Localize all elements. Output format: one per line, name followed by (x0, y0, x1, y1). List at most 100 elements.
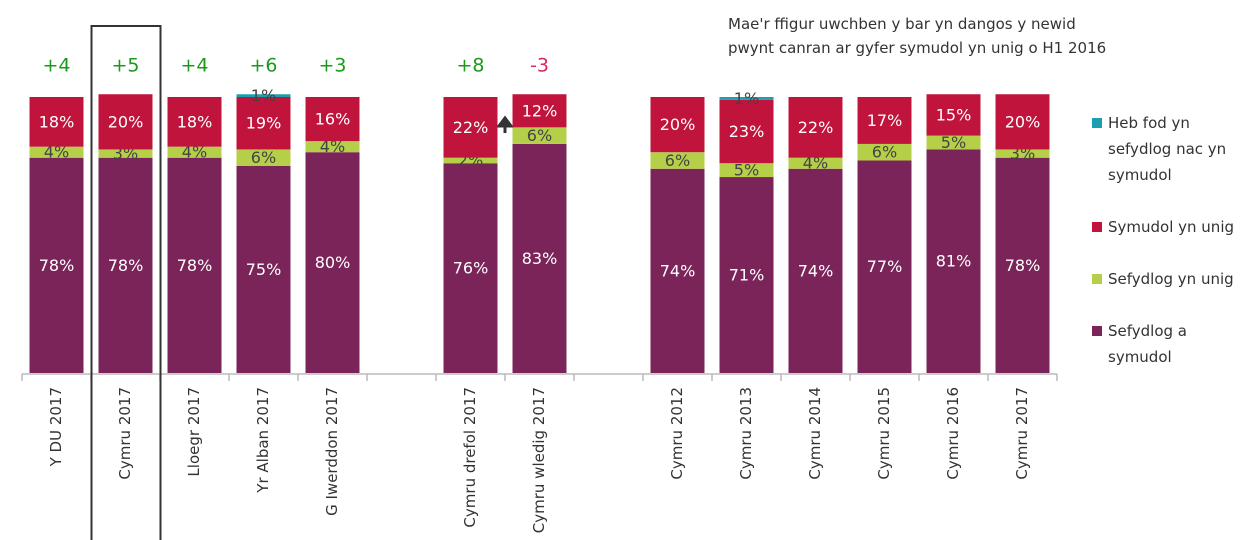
bar-segment (788, 97, 843, 158)
legend-label: Symudol yn unig (1108, 218, 1235, 236)
bar-segment (98, 94, 153, 150)
arrow (496, 115, 514, 133)
data-label: 1% (251, 86, 276, 105)
change-label: -3 (530, 55, 549, 77)
bar-segment (305, 97, 360, 142)
bar-segment (650, 97, 705, 153)
bar-segment (167, 97, 222, 147)
bar-segment (512, 94, 567, 128)
bar-segment (719, 177, 774, 373)
data-label: 22% (798, 118, 834, 137)
legend-swatch (1092, 118, 1102, 128)
legend-item: Heb fod yn sefydlog nac yn symudol (1092, 110, 1242, 188)
bar-segment (926, 149, 981, 373)
data-label: 74% (660, 261, 696, 280)
change-label: +3 (318, 55, 346, 77)
bar-segment (650, 168, 705, 373)
bar-segment (443, 157, 498, 164)
x-tick-label: Cymru 2015 (875, 387, 893, 480)
data-label: 83% (522, 249, 558, 268)
legend-label: Sefydlog a symudol (1108, 322, 1187, 366)
data-label: 12% (522, 101, 558, 120)
bar-segment (443, 97, 498, 158)
data-label: 78% (177, 256, 213, 275)
data-label: 22% (453, 118, 489, 137)
data-label: 78% (1005, 256, 1041, 275)
data-label: 20% (1005, 112, 1041, 131)
bar-segment (995, 149, 1050, 158)
data-label: 6% (665, 151, 690, 170)
note-line: Mae'r ffigur uwchben y bar yn dangos y n… (728, 15, 1076, 33)
data-label: 75% (246, 260, 282, 279)
data-label: 4% (44, 143, 69, 162)
data-label: 20% (660, 115, 696, 134)
bar-segment (305, 152, 360, 373)
data-label: 6% (872, 143, 897, 162)
bar-segment (98, 157, 153, 373)
bar-segment (926, 94, 981, 136)
bar-segment (236, 149, 291, 166)
x-tick-label: Cymru 2014 (806, 387, 824, 480)
bar-segment (29, 157, 84, 373)
legend-swatch (1092, 274, 1102, 284)
data-label: 77% (867, 257, 903, 276)
x-tick-label: Cymru wledig 2017 (530, 387, 548, 533)
x-tick-label: Cymru 2016 (944, 387, 962, 480)
data-label: 71% (729, 266, 765, 285)
legend: Heb fod yn sefydlog nac yn symudol Symudo… (1092, 110, 1242, 396)
note-line: pwynt canran ar gyfer symudol yn unig o … (728, 39, 1107, 57)
bar-segment (305, 141, 360, 153)
legend-item: Symudol yn unig (1092, 214, 1242, 240)
bar-segment (167, 146, 222, 158)
data-label: 15% (936, 105, 972, 124)
bar-segment (650, 152, 705, 169)
bar-segment (719, 99, 774, 164)
bar-segment (167, 157, 222, 373)
bar-segment (857, 160, 912, 373)
data-label: 19% (246, 114, 282, 133)
data-label: 78% (39, 256, 75, 275)
bar-segment (926, 135, 981, 150)
bar-segment (443, 163, 498, 373)
bar-segment (29, 146, 84, 158)
bar-segment (719, 97, 774, 100)
bar-segment (512, 143, 567, 373)
x-tick-label: Cymru drefol 2017 (461, 387, 479, 528)
data-label: 5% (941, 133, 966, 152)
data-label: 1% (734, 89, 759, 108)
note: Mae'r ffigur uwchben y bar yn dangos y n… (728, 12, 1106, 60)
x-tick-label: Cymru 2013 (737, 387, 755, 480)
data-label: 76% (453, 259, 489, 278)
bar-segment (719, 163, 774, 178)
bar-segment (788, 168, 843, 373)
change-label: +4 (42, 55, 70, 77)
data-label: 81% (936, 252, 972, 271)
data-label: 18% (177, 112, 213, 131)
bar-segment (98, 149, 153, 158)
data-label: 4% (320, 137, 345, 156)
data-label: 78% (108, 256, 144, 275)
bar-segment (512, 127, 567, 144)
legend-item: Sefydlog yn unig (1092, 266, 1242, 292)
x-tick-label: G Iwerddon 2017 (323, 387, 341, 516)
data-label: 6% (251, 148, 276, 167)
change-label: +5 (111, 55, 139, 77)
data-label: 16% (315, 110, 351, 129)
change-label: +8 (456, 55, 484, 77)
x-tick-label: Cymru 2017 (1013, 387, 1031, 480)
x-tick-label: Cymru 2017 (116, 387, 134, 480)
x-tick-label: Lloegr 2017 (185, 387, 203, 477)
data-label: 18% (39, 112, 75, 131)
x-tick-label: Yr Alban 2017 (254, 387, 272, 494)
bar-segment (29, 97, 84, 147)
legend-label: Heb fod yn sefydlog nac yn symudol (1108, 114, 1227, 184)
bar-segment (995, 157, 1050, 373)
bar-segment (857, 143, 912, 161)
bar-segment (236, 166, 291, 373)
legend-swatch (1092, 222, 1102, 232)
data-label: 5% (734, 161, 759, 180)
data-label: 6% (527, 126, 552, 145)
data-label: 23% (729, 122, 765, 141)
